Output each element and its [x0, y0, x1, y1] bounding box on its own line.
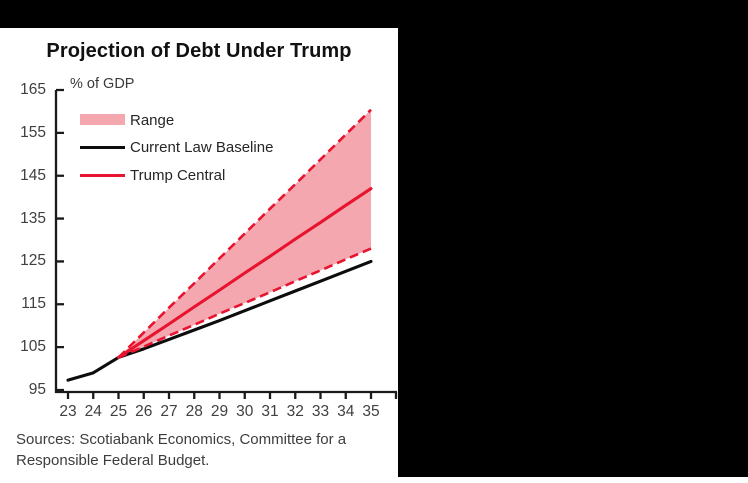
x-tick-label: 24: [84, 403, 102, 420]
x-tick-label: 31: [261, 403, 279, 420]
y-tick-label: 95: [28, 381, 46, 398]
sources-note: Sources: Scotiabank Economics, Committee…: [16, 431, 347, 469]
x-tick-label: 29: [210, 403, 229, 420]
top-black-bar: [0, 0, 748, 28]
y-tick-label: 125: [20, 252, 46, 270]
debt-projection-chart: [54, 88, 398, 399]
x-tick-label: 35: [362, 403, 380, 420]
y-axis-unit-label: % of GDP: [70, 76, 135, 92]
axes-group: [54, 88, 398, 399]
legend-label-baseline: Current Law Baseline: [130, 139, 274, 156]
legend-label-range: Range: [130, 112, 175, 129]
x-tick-label: 28: [185, 403, 203, 420]
y-tick-label: 145: [20, 166, 46, 184]
series-lines-group: [66, 108, 373, 382]
y-tick-label: 105: [20, 338, 46, 356]
x-tick-label: 34: [337, 403, 355, 420]
x-tick-label: 33: [311, 403, 330, 420]
x-tick-label: 25: [109, 403, 128, 420]
x-tick-label: 30: [236, 403, 254, 420]
y-tick-label: 135: [20, 209, 46, 227]
legend-label-central: Trump Central: [130, 167, 226, 184]
range-fill-swatch: [80, 114, 125, 125]
y-tick-label: 115: [21, 295, 46, 313]
axes-spines-and-ticks: [54, 88, 398, 399]
x-tick-label: 32: [286, 403, 304, 420]
y-tick-label: 155: [20, 123, 46, 141]
x-tick-label: 26: [135, 403, 153, 420]
x-tick-label: 23: [59, 403, 77, 420]
series-line-trump-central: [116, 187, 373, 359]
y-tick-label: 165: [20, 81, 46, 98]
baseline-line-swatch: [80, 146, 125, 149]
series-line-range-upper: [117, 108, 372, 359]
chart-card: Projection of Debt Under Trump % of GDP …: [0, 28, 398, 483]
chart-title: Projection of Debt Under Trump: [46, 40, 352, 62]
x-tick-label: 27: [160, 403, 178, 420]
central-line-swatch: [80, 174, 125, 177]
right-black-panel: [398, 28, 748, 477]
series-line-range-lower: [117, 247, 372, 359]
